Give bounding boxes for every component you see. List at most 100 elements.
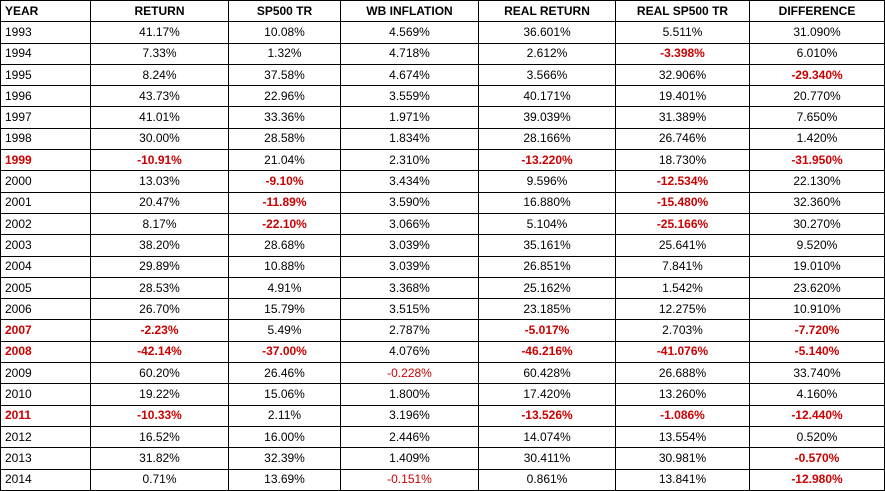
wb-inflation-cell: 3.196% <box>340 404 479 427</box>
real-sp500-tr-cell: 26.746% <box>615 127 750 151</box>
sp500-tr-cell: 5.49% <box>228 319 341 342</box>
difference-cell: 6.010% <box>749 42 885 65</box>
year-cell: 2012 <box>0 425 91 449</box>
sp500-tr-cell: 32.39% <box>228 447 341 470</box>
wb-inflation-cell: 3.039% <box>340 255 479 278</box>
year-cell: 2010 <box>0 383 91 406</box>
sp500-tr-cell: 16.00% <box>228 425 341 449</box>
sp500-tr-cell: 15.06% <box>228 383 341 406</box>
year-cell: 2014 <box>0 468 91 491</box>
wb-inflation-cell: 1.800% <box>340 383 479 406</box>
return-cell: 30.00% <box>90 127 229 151</box>
table-row: 2000 13.03% -9.10% 3.434% 9.596% -12.534% 22.1… <box>0 170 885 193</box>
year-cell: 2000 <box>0 170 91 193</box>
real-return-cell: 36.601% <box>478 21 616 44</box>
return-cell: 8.17% <box>90 212 229 236</box>
difference-cell: 1.420% <box>749 127 885 151</box>
year-cell: 1998 <box>0 127 91 151</box>
real-sp500-tr-cell: -1.086% <box>615 404 750 427</box>
header-wb-inflation: WB INFLATION <box>340 0 479 23</box>
return-cell: 38.20% <box>90 234 229 257</box>
table-row: 1999 -10.91% 21.04% 2.310% -13.220% 18.730% -3… <box>0 149 885 172</box>
sp500-tr-cell: 2.11% <box>228 404 341 427</box>
header-year: YEAR <box>0 0 91 23</box>
difference-cell: -12.440% <box>749 404 885 427</box>
sp500-tr-cell: 1.32% <box>228 42 341 65</box>
wb-inflation-cell: 3.039% <box>340 234 479 257</box>
year-cell: 1997 <box>0 106 91 129</box>
table-row: 2011 -10.33% 2.11% 3.196% -13.526% -1.086% -12… <box>0 404 885 427</box>
table-row: 2014 0.71% 13.69% -0.151% 0.861% 13.841% -12.9… <box>0 468 885 491</box>
difference-cell: 10.910% <box>749 298 885 321</box>
table-row: 2004 29.89% 10.88% 3.039% 26.851% 7.841% 19.01… <box>0 255 885 278</box>
table-row: 2002 8.17% -22.10% 3.066% 5.104% -25.166% 30.2… <box>0 212 885 236</box>
sp500-tr-cell: 10.08% <box>228 21 341 44</box>
year-cell: 1995 <box>0 63 91 87</box>
sp500-tr-cell: 21.04% <box>228 149 341 172</box>
difference-cell: 7.650% <box>749 106 885 129</box>
real-return-cell: 25.162% <box>478 276 616 300</box>
header-return: RETURN <box>90 0 229 23</box>
sp500-tr-cell: -11.89% <box>228 191 341 214</box>
header-real-sp500-tr: REAL SP500 TR <box>615 0 750 23</box>
return-cell: -10.91% <box>90 149 229 172</box>
real-return-cell: 39.039% <box>478 106 616 129</box>
year-cell: 1999 <box>0 149 91 172</box>
wb-inflation-cell: 4.674% <box>340 63 479 87</box>
table-row: 2009 60.20% 26.46% -0.228% 60.428% 26.688% 33.… <box>0 362 885 385</box>
table-row: 2012 16.52% 16.00% 2.446% 14.074% 13.554% 0.52… <box>0 425 885 449</box>
year-cell: 2008 <box>0 340 91 364</box>
table-row: 1994 7.33% 1.32% 4.718% 2.612% -3.398% 6.010% <box>0 42 885 65</box>
real-return-cell: 28.166% <box>478 127 616 151</box>
wb-inflation-cell: 3.066% <box>340 212 479 236</box>
real-sp500-tr-cell: -3.398% <box>615 42 750 65</box>
real-return-cell: -5.017% <box>478 319 616 342</box>
sp500-tr-cell: -37.00% <box>228 340 341 364</box>
wb-inflation-cell: 1.409% <box>340 447 479 470</box>
real-return-cell: 5.104% <box>478 212 616 236</box>
year-cell: 2011 <box>0 404 91 427</box>
table-row: 2008 -42.14% -37.00% 4.076% -46.216% -41.076%… <box>0 340 885 364</box>
wb-inflation-cell: 1.971% <box>340 106 479 129</box>
sp500-tr-cell: 28.58% <box>228 127 341 151</box>
sp500-tr-cell: 15.79% <box>228 298 341 321</box>
difference-cell: 4.160% <box>749 383 885 406</box>
difference-cell: 23.620% <box>749 276 885 300</box>
real-return-cell: -46.216% <box>478 340 616 364</box>
wb-inflation-cell: 3.559% <box>340 85 479 108</box>
table-row: 2005 28.53% 4.91% 3.368% 25.162% 1.542% 23.620… <box>0 276 885 300</box>
difference-cell: 30.270% <box>749 212 885 236</box>
return-cell: 31.82% <box>90 447 229 470</box>
year-cell: 2007 <box>0 319 91 342</box>
real-sp500-tr-cell: -15.480% <box>615 191 750 214</box>
return-cell: -2.23% <box>90 319 229 342</box>
real-sp500-tr-cell: 1.542% <box>615 276 750 300</box>
wb-inflation-cell: 4.569% <box>340 21 479 44</box>
return-cell: 41.01% <box>90 106 229 129</box>
return-cell: -10.33% <box>90 404 229 427</box>
sp500-tr-cell: 26.46% <box>228 362 341 385</box>
return-cell: 60.20% <box>90 362 229 385</box>
return-cell: 26.70% <box>90 298 229 321</box>
wb-inflation-cell: 3.590% <box>340 191 479 214</box>
difference-cell: 31.090% <box>749 21 885 44</box>
real-sp500-tr-cell: 13.260% <box>615 383 750 406</box>
return-cell: 29.89% <box>90 255 229 278</box>
sp500-tr-cell: 28.68% <box>228 234 341 257</box>
real-sp500-tr-cell: 32.906% <box>615 63 750 87</box>
table-row: 1997 41.01% 33.36% 1.971% 39.039% 31.389% 7.65… <box>0 106 885 129</box>
wb-inflation-cell: 2.787% <box>340 319 479 342</box>
table-row: 2003 38.20% 28.68% 3.039% 35.161% 25.641% 9.52… <box>0 234 885 257</box>
header-sp500-tr: SP500 TR <box>228 0 341 23</box>
table-row: 2007 -2.23% 5.49% 2.787% -5.017% 2.703% -7.720… <box>0 319 885 342</box>
real-sp500-tr-cell: 7.841% <box>615 255 750 278</box>
difference-cell: -5.140% <box>749 340 885 364</box>
real-return-cell: -13.526% <box>478 404 616 427</box>
real-sp500-tr-cell: 18.730% <box>615 149 750 172</box>
return-cell: 20.47% <box>90 191 229 214</box>
difference-cell: 22.130% <box>749 170 885 193</box>
wb-inflation-cell: 4.718% <box>340 42 479 65</box>
real-return-cell: 17.420% <box>478 383 616 406</box>
real-sp500-tr-cell: 5.511% <box>615 21 750 44</box>
